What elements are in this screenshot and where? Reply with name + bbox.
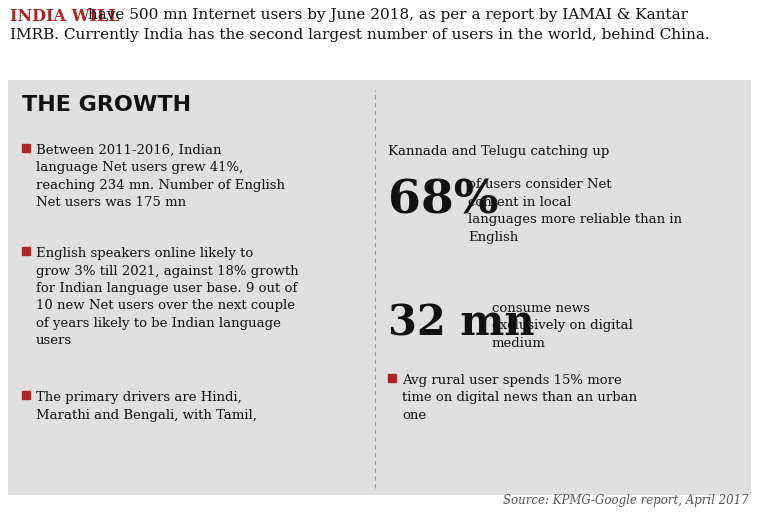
Text: English speakers online likely to
grow 3% till 2021, against 18% growth
for Indi: English speakers online likely to grow 3…: [36, 247, 298, 348]
Bar: [388, 374, 396, 382]
Text: The primary drivers are Hindi,
Marathi and Bengali, with Tamil,: The primary drivers are Hindi, Marathi a…: [36, 391, 257, 421]
Bar: [8, 80, 751, 495]
Bar: [22, 391, 30, 399]
Text: consume news
exclusively on digital
medium: consume news exclusively on digital medi…: [492, 302, 633, 350]
Text: Kannada and Telugu catching up: Kannada and Telugu catching up: [388, 145, 609, 158]
Bar: [22, 144, 30, 152]
Text: 68%: 68%: [388, 178, 499, 224]
Text: IMRB. Currently India has the second largest number of users in the world, behin: IMRB. Currently India has the second lar…: [10, 28, 710, 42]
Bar: [22, 247, 30, 255]
Text: Source: KPMG-Google report, April 2017: Source: KPMG-Google report, April 2017: [503, 494, 749, 507]
Text: THE GROWTH: THE GROWTH: [22, 95, 191, 115]
Text: have 500 mn Internet users by June 2018, as per a report by IAMAI & Kantar: have 500 mn Internet users by June 2018,…: [83, 8, 688, 22]
Text: INDIA WILL: INDIA WILL: [10, 8, 120, 25]
Text: Avg rural user spends 15% more
time on digital news than an urban
one: Avg rural user spends 15% more time on d…: [402, 374, 637, 422]
Text: Between 2011-2016, Indian
language Net users grew 41%,
reaching 234 mn. Number o: Between 2011-2016, Indian language Net u…: [36, 144, 285, 210]
Text: of users consider Net
content in local
languages more reliable than in
English: of users consider Net content in local l…: [468, 178, 682, 244]
Text: 32 mn: 32 mn: [388, 302, 534, 344]
